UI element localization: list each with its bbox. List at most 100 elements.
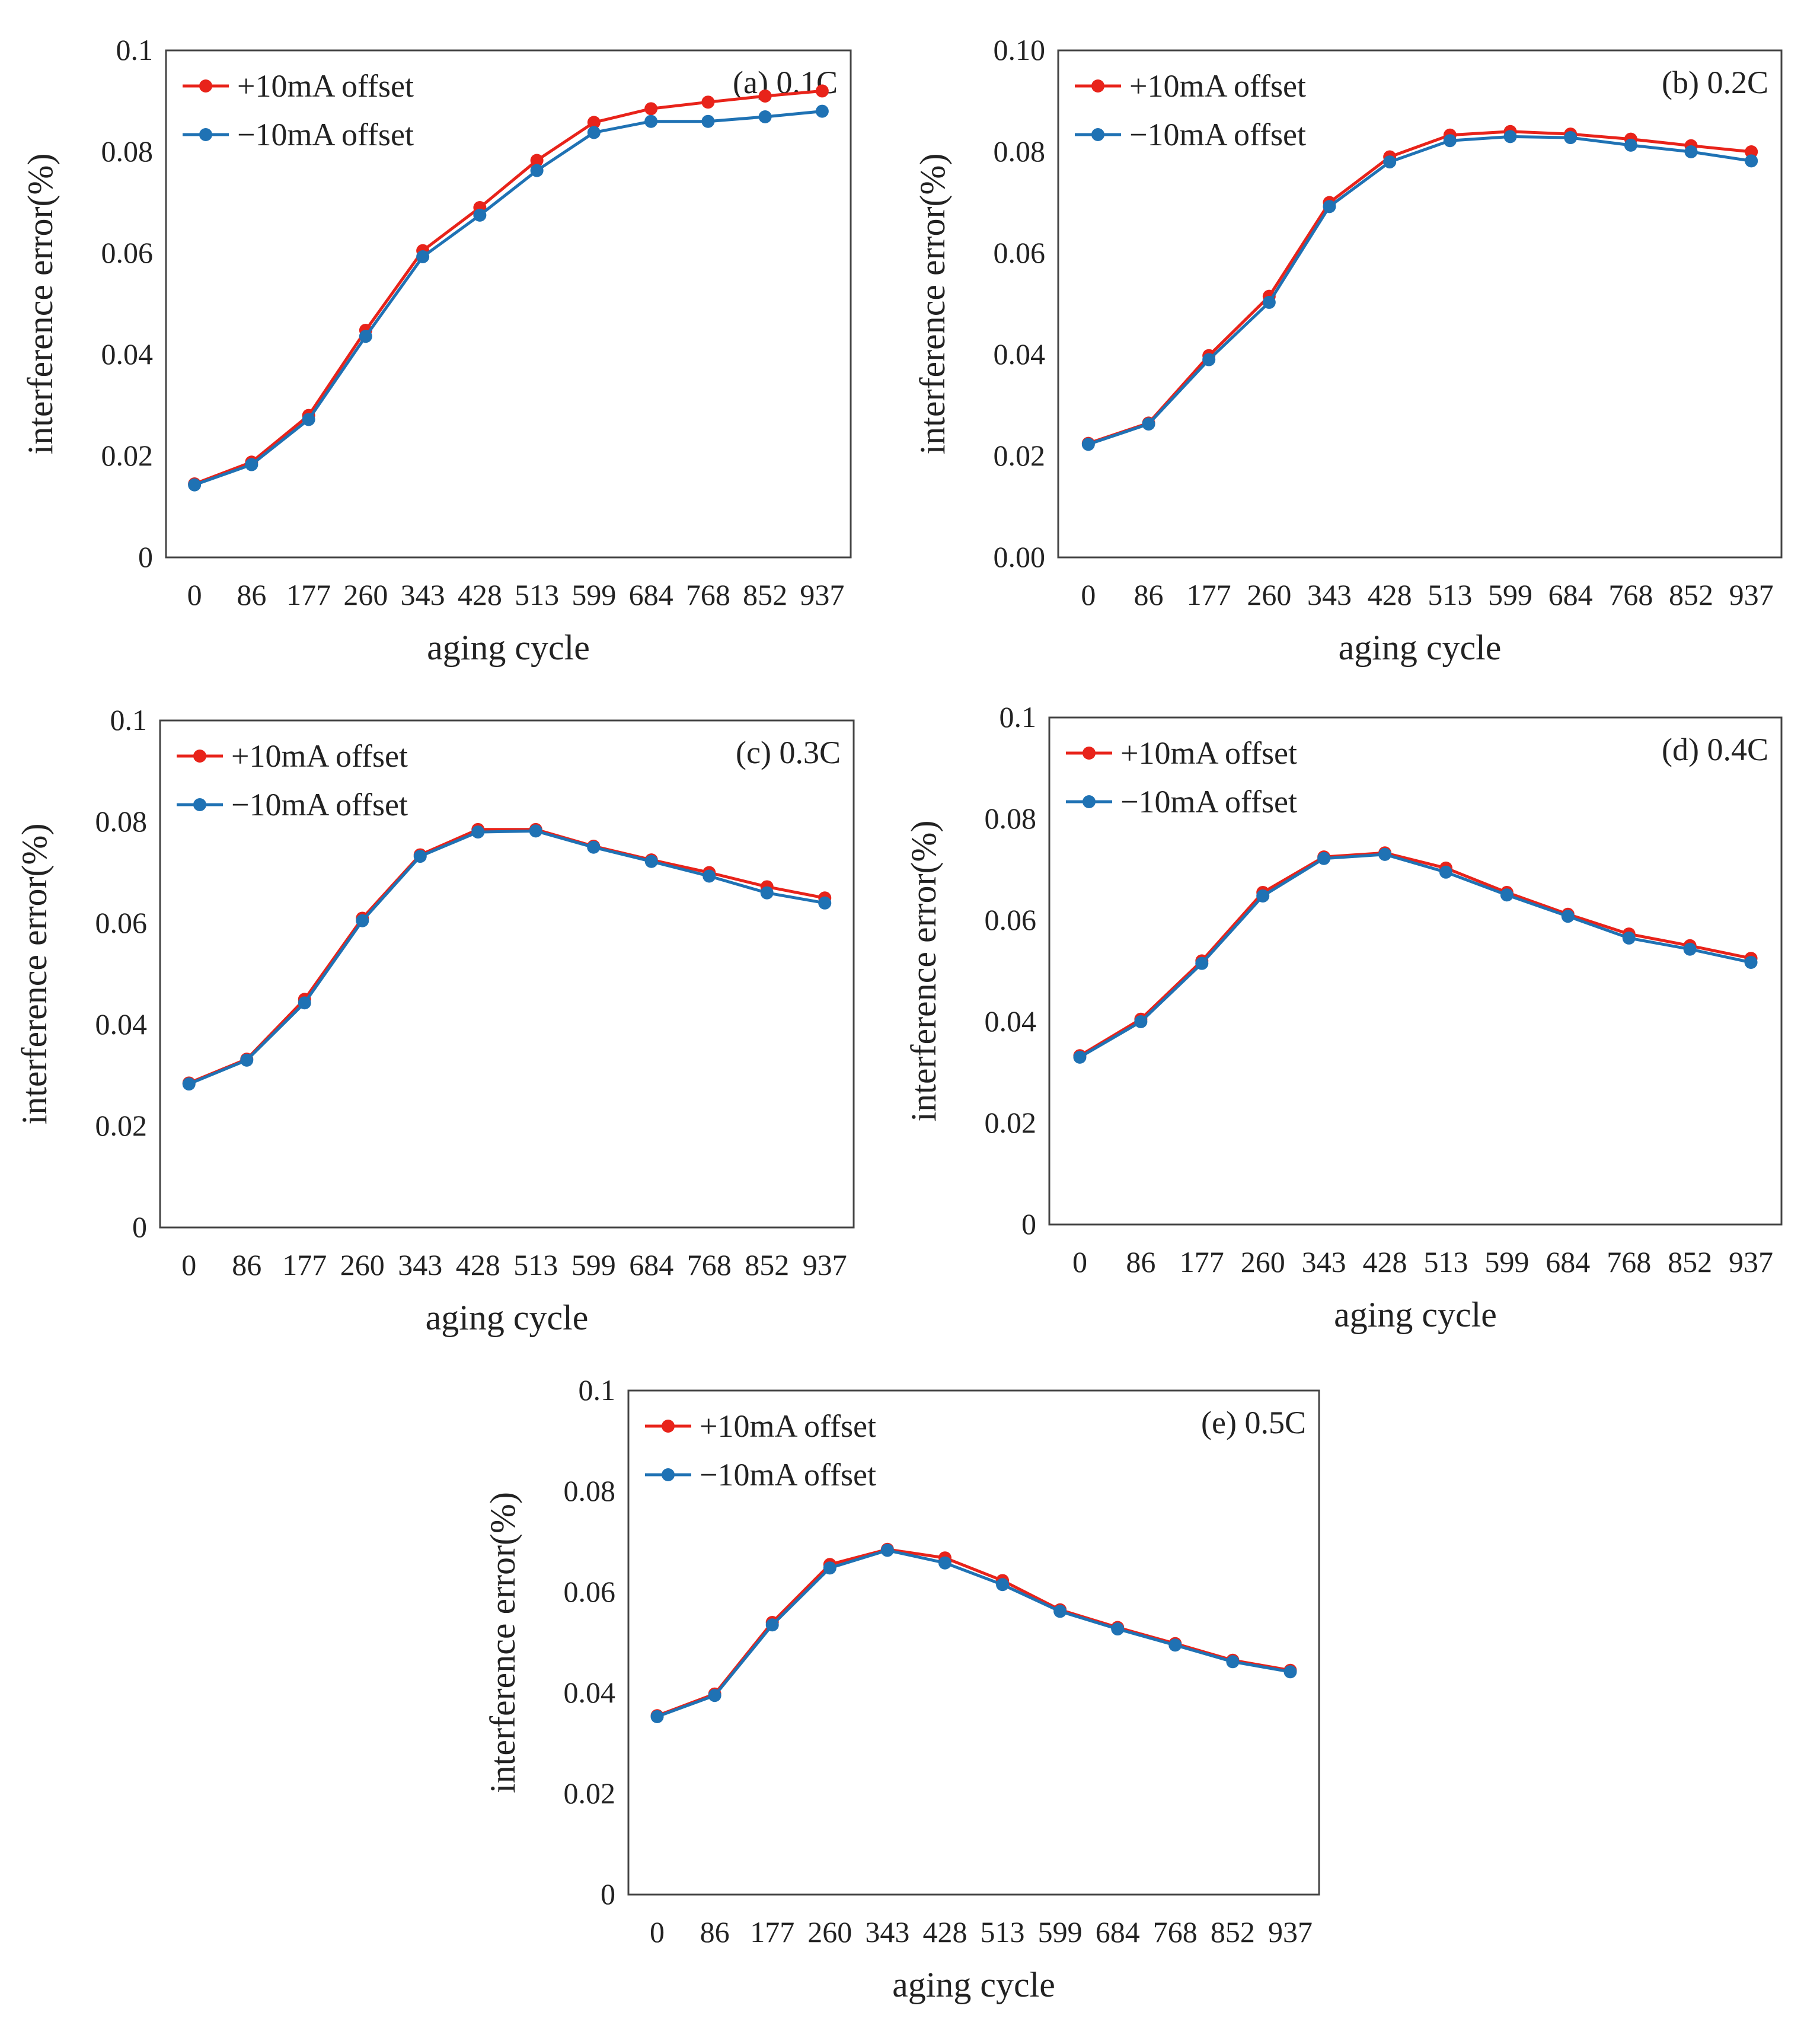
data-point [1073,1050,1087,1064]
x-tick-label: 599 [571,578,616,611]
data-point [359,330,372,343]
data-point [758,110,772,124]
panel-label: (d) 0.4C [1662,732,1768,767]
y-tick-label: 0.00 [994,540,1046,573]
data-point [298,996,311,1010]
data-point [1256,889,1270,903]
x-tick-label: 684 [1546,1245,1590,1278]
y-tick-label: 0.1 [116,33,154,66]
data-point [1283,1665,1297,1679]
plot-frame [165,49,852,559]
y-axis-title: interference error(%) [15,824,54,1125]
y-tick-label: 0 [601,1877,615,1911]
y-tick-label: 0.06 [564,1575,616,1608]
x-tick-label: 260 [1247,578,1291,611]
y-tick-label: 0.04 [95,1007,148,1041]
x-tick-label: 428 [1363,1245,1407,1278]
x-tick-label: 343 [398,1248,442,1281]
data-point [644,102,658,116]
data-point [1500,888,1514,902]
x-tick-label: 428 [1368,578,1412,611]
data-point [1323,200,1336,213]
x-tick-label: 177 [1180,1245,1224,1278]
plot-frame [627,1389,1320,1896]
data-point [760,886,774,900]
series-line-minus-10ma [188,829,825,1086]
data-point [758,89,772,103]
x-tick-label: 343 [865,1915,909,1949]
x-tick-label: 768 [687,1248,732,1281]
data-point [1134,1015,1148,1028]
legend-label: −10mA offset [1120,784,1297,820]
data-point [703,869,716,883]
data-point [1142,417,1155,431]
data-point [182,1077,196,1091]
x-tick-label: 428 [456,1248,500,1281]
y-tick-label: 0.06 [994,236,1046,269]
data-point [650,1710,664,1723]
chart-panel-b: 0.00 0.02 0.04 0.06 0.08 0.10 0 86 177 260 343 428 5… [913,33,1783,667]
data-point [1081,438,1095,451]
data-point [587,126,601,139]
legend-marker [1091,128,1104,141]
data-point [880,1544,894,1557]
series-line-minus-10ma [194,110,823,487]
x-axis-title: aging cycle [426,1298,589,1337]
y-tick-label: 0.06 [985,903,1037,936]
y-tick-label: 0.08 [101,135,154,168]
x-tick-label: 513 [1428,578,1472,611]
y-tick-label: 0 [1021,1207,1036,1241]
data-point [1378,847,1392,861]
plot-frame [159,719,855,1229]
panel-label: (b) 0.2C [1662,65,1768,100]
series-line-minus-10ma [1079,853,1752,1058]
data-point [1744,955,1758,969]
x-tick-label: 684 [629,1248,673,1281]
y-tick-label: 0.06 [101,236,154,269]
x-tick-label: 428 [922,1915,967,1949]
data-point [1564,131,1578,145]
legend-label: +10mA offset [1120,735,1297,771]
x-tick-label: 0 [1081,578,1096,611]
chart-panel-e: 0 0.02 0.04 0.06 0.08 0.1 0 86 177 260 343 428 513 59… [483,1373,1320,2004]
legend-marker [193,798,206,811]
x-tick-label: 343 [401,578,445,611]
y-axis-title: interference error(%) [913,154,952,455]
x-tick-label: 260 [807,1915,852,1949]
x-tick-label: 86 [1126,1245,1155,1278]
data-point [1443,134,1457,148]
legend-marker [193,750,206,763]
y-axis-title: interference error(%) [904,821,943,1122]
chart-panel-a: 0 0.02 0.04 0.06 0.08 0.1 0 86 177 260 343 428 513 59… [21,33,852,667]
data-point [473,208,487,222]
data-point [245,458,258,471]
data-point [815,104,829,118]
data-point [413,850,427,863]
data-point [765,1618,779,1632]
x-tick-label: 177 [282,1248,327,1281]
x-tick-label: 428 [458,578,502,611]
data-point [530,154,544,167]
y-tick-label: 0.04 [101,337,154,371]
data-point [1745,154,1758,168]
y-tick-label: 0.02 [101,439,154,472]
data-point [701,114,715,128]
x-tick-label: 937 [800,578,844,611]
data-point [529,824,542,838]
y-axis-title: interference error(%) [483,1492,522,1793]
legend-label: +10mA offset [231,738,408,774]
legend-marker [662,1420,675,1433]
series-line-plus-10ma [188,828,825,1085]
x-tick-label: 937 [1268,1915,1313,1949]
data-point [1202,353,1216,366]
x-tick-label: 177 [1187,578,1231,611]
data-point [1561,910,1575,923]
series-line-plus-10ma [1088,130,1752,445]
x-tick-label: 852 [1669,578,1713,611]
legend-marker [1091,79,1104,93]
y-tick-label: 0.04 [994,337,1046,371]
data-point [708,1689,721,1702]
x-tick-label: 852 [743,578,787,611]
y-tick-label: 0.08 [95,805,148,838]
